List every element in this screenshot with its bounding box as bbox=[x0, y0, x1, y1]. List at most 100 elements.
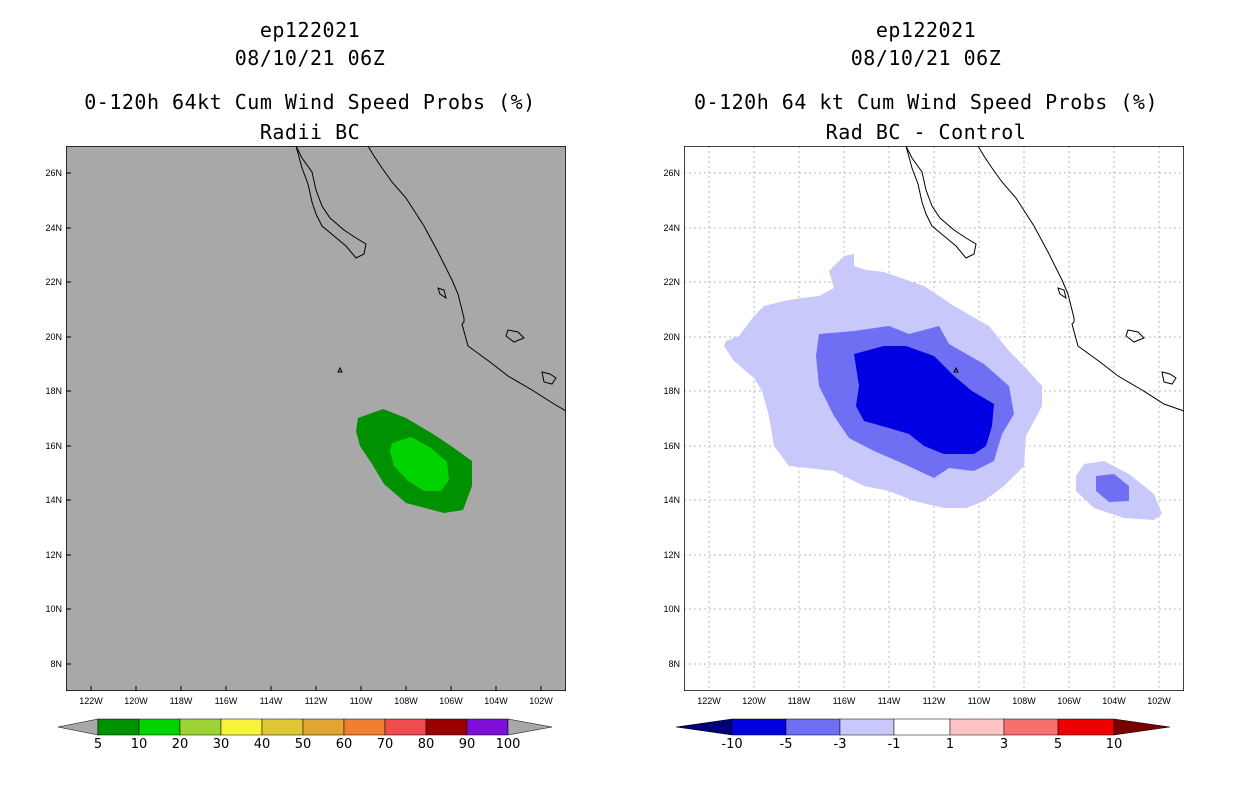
left-subtitle: Radii BC bbox=[259, 120, 361, 144]
right-lat-label: 14N bbox=[663, 495, 680, 505]
left-colorbar-label: 10 bbox=[130, 737, 148, 752]
left-map-panel bbox=[66, 146, 566, 691]
left-lon-label: 120W bbox=[124, 696, 148, 706]
right-colorbar-label: 1 bbox=[945, 737, 955, 752]
right-colorbar-label: 3 bbox=[999, 737, 1009, 752]
left-colorbar-box bbox=[179, 718, 222, 736]
left-lon-label: 112W bbox=[304, 696, 328, 706]
right-lon-label: 110W bbox=[967, 696, 991, 706]
left-lon-label: 118W bbox=[169, 696, 193, 706]
left-lon-label: 114W bbox=[259, 696, 283, 706]
right-lat-label: 18N bbox=[663, 386, 680, 396]
right-colorbar-box bbox=[839, 718, 895, 736]
left-colorbar-box bbox=[384, 718, 427, 736]
left-colorbar-label: 30 bbox=[212, 737, 230, 752]
left-lon-label: 110W bbox=[349, 696, 373, 706]
right-lat-label: 20N bbox=[663, 332, 680, 342]
left-colorbar-box bbox=[138, 718, 181, 736]
right-colorbar-box bbox=[1057, 718, 1115, 736]
left-lon-label: 104W bbox=[484, 696, 508, 706]
right-lat-label: 22N bbox=[663, 277, 680, 287]
right-colorbar bbox=[676, 718, 1171, 736]
left-lon-label: 102W bbox=[529, 696, 553, 706]
left-colorbar-label: 50 bbox=[294, 737, 312, 752]
right-datetime: 08/10/21 06Z bbox=[850, 46, 1002, 70]
left-lat-label: 24N bbox=[45, 223, 62, 233]
right-storm-id: ep122021 bbox=[875, 18, 977, 42]
right-lon-label: 118W bbox=[787, 696, 811, 706]
right-lat-label: 16N bbox=[663, 441, 680, 451]
left-lat-label: 20N bbox=[45, 332, 62, 342]
left-axis-ticks bbox=[66, 172, 542, 691]
left-coastline bbox=[295, 146, 566, 412]
right-colorbar-under-arrow bbox=[676, 718, 733, 736]
left-lat-label: 14N bbox=[45, 495, 62, 505]
right-colorbar-box bbox=[731, 718, 787, 736]
right-product-title: 0-120h 64 kt Cum Wind Speed Probs (%) bbox=[693, 90, 1159, 114]
left-colorbar-box bbox=[261, 718, 304, 736]
right-lon-label: 114W bbox=[877, 696, 901, 706]
right-colorbar-label: -5 bbox=[779, 737, 793, 752]
right-colorbar-label: -10 bbox=[721, 737, 743, 752]
left-lat-label: 12N bbox=[45, 550, 62, 560]
right-lat-label: 12N bbox=[663, 550, 680, 560]
right-contour-minus10-minus5 bbox=[854, 346, 994, 454]
right-colorbar-over-arrow bbox=[1113, 718, 1171, 736]
left-storm-id: ep122021 bbox=[259, 18, 361, 42]
left-colorbar-label: 20 bbox=[171, 737, 189, 752]
left-colorbar-over-arrow bbox=[507, 718, 553, 736]
left-lat-label: 18N bbox=[45, 386, 62, 396]
right-lon-label: 116W bbox=[832, 696, 856, 706]
left-colorbar-box bbox=[302, 718, 345, 736]
left-colorbar-label: 60 bbox=[335, 737, 353, 752]
left-lon-label: 116W bbox=[214, 696, 238, 706]
left-colorbar bbox=[58, 718, 553, 736]
left-colorbar-under-arrow bbox=[58, 718, 99, 736]
right-lat-label: 10N bbox=[663, 604, 680, 614]
left-product-title: 0-120h 64kt Cum Wind Speed Probs (%) bbox=[84, 90, 536, 114]
left-lat-label: 10N bbox=[45, 604, 62, 614]
left-lon-label: 106W bbox=[439, 696, 463, 706]
right-colorbar-box bbox=[949, 718, 1005, 736]
right-lon-label: 102W bbox=[1147, 696, 1171, 706]
left-colorbar-box bbox=[343, 718, 386, 736]
left-colorbar-label: 80 bbox=[417, 737, 435, 752]
right-coastline bbox=[905, 146, 1184, 412]
left-lat-label: 22N bbox=[45, 277, 62, 287]
right-colorbar-box bbox=[785, 718, 841, 736]
right-colorbar-box bbox=[1003, 718, 1059, 736]
left-contour-10-20 bbox=[390, 437, 449, 491]
right-colorbar-label: -1 bbox=[887, 737, 901, 752]
right-lon-label: 120W bbox=[742, 696, 766, 706]
right-contour-minus5-minus3-east bbox=[1096, 474, 1129, 502]
right-colorbar-label: 10 bbox=[1105, 737, 1123, 752]
left-colorbar-label: 100 bbox=[495, 737, 521, 752]
right-map-panel bbox=[684, 146, 1184, 691]
left-colorbar-label: 5 bbox=[93, 737, 103, 752]
left-colorbar-box bbox=[97, 718, 140, 736]
left-lat-label: 26N bbox=[45, 168, 62, 178]
left-colorbar-box bbox=[425, 718, 468, 736]
right-lat-label: 8N bbox=[668, 659, 680, 669]
left-colorbar-box bbox=[220, 718, 263, 736]
right-lat-label: 26N bbox=[663, 168, 680, 178]
left-colorbar-label: 40 bbox=[253, 737, 271, 752]
right-lon-label: 112W bbox=[922, 696, 946, 706]
right-lon-label: 106W bbox=[1057, 696, 1081, 706]
right-lon-label: 104W bbox=[1102, 696, 1126, 706]
left-map-background bbox=[66, 146, 566, 691]
left-lon-label: 108W bbox=[394, 696, 418, 706]
left-lon-label: 122W bbox=[79, 696, 103, 706]
left-datetime: 08/10/21 06Z bbox=[234, 46, 386, 70]
right-subtitle: Rad BC - Control bbox=[825, 120, 1027, 144]
right-lat-label: 24N bbox=[663, 223, 680, 233]
right-colorbar-label: 5 bbox=[1053, 737, 1063, 752]
left-colorbar-label: 90 bbox=[458, 737, 476, 752]
right-colorbar-label: -3 bbox=[833, 737, 847, 752]
right-lon-label: 108W bbox=[1012, 696, 1036, 706]
left-colorbar-box bbox=[466, 718, 509, 736]
right-lon-label: 122W bbox=[697, 696, 721, 706]
right-colorbar-box bbox=[893, 718, 951, 736]
left-lat-label: 8N bbox=[50, 659, 62, 669]
left-lat-label: 16N bbox=[45, 441, 62, 451]
